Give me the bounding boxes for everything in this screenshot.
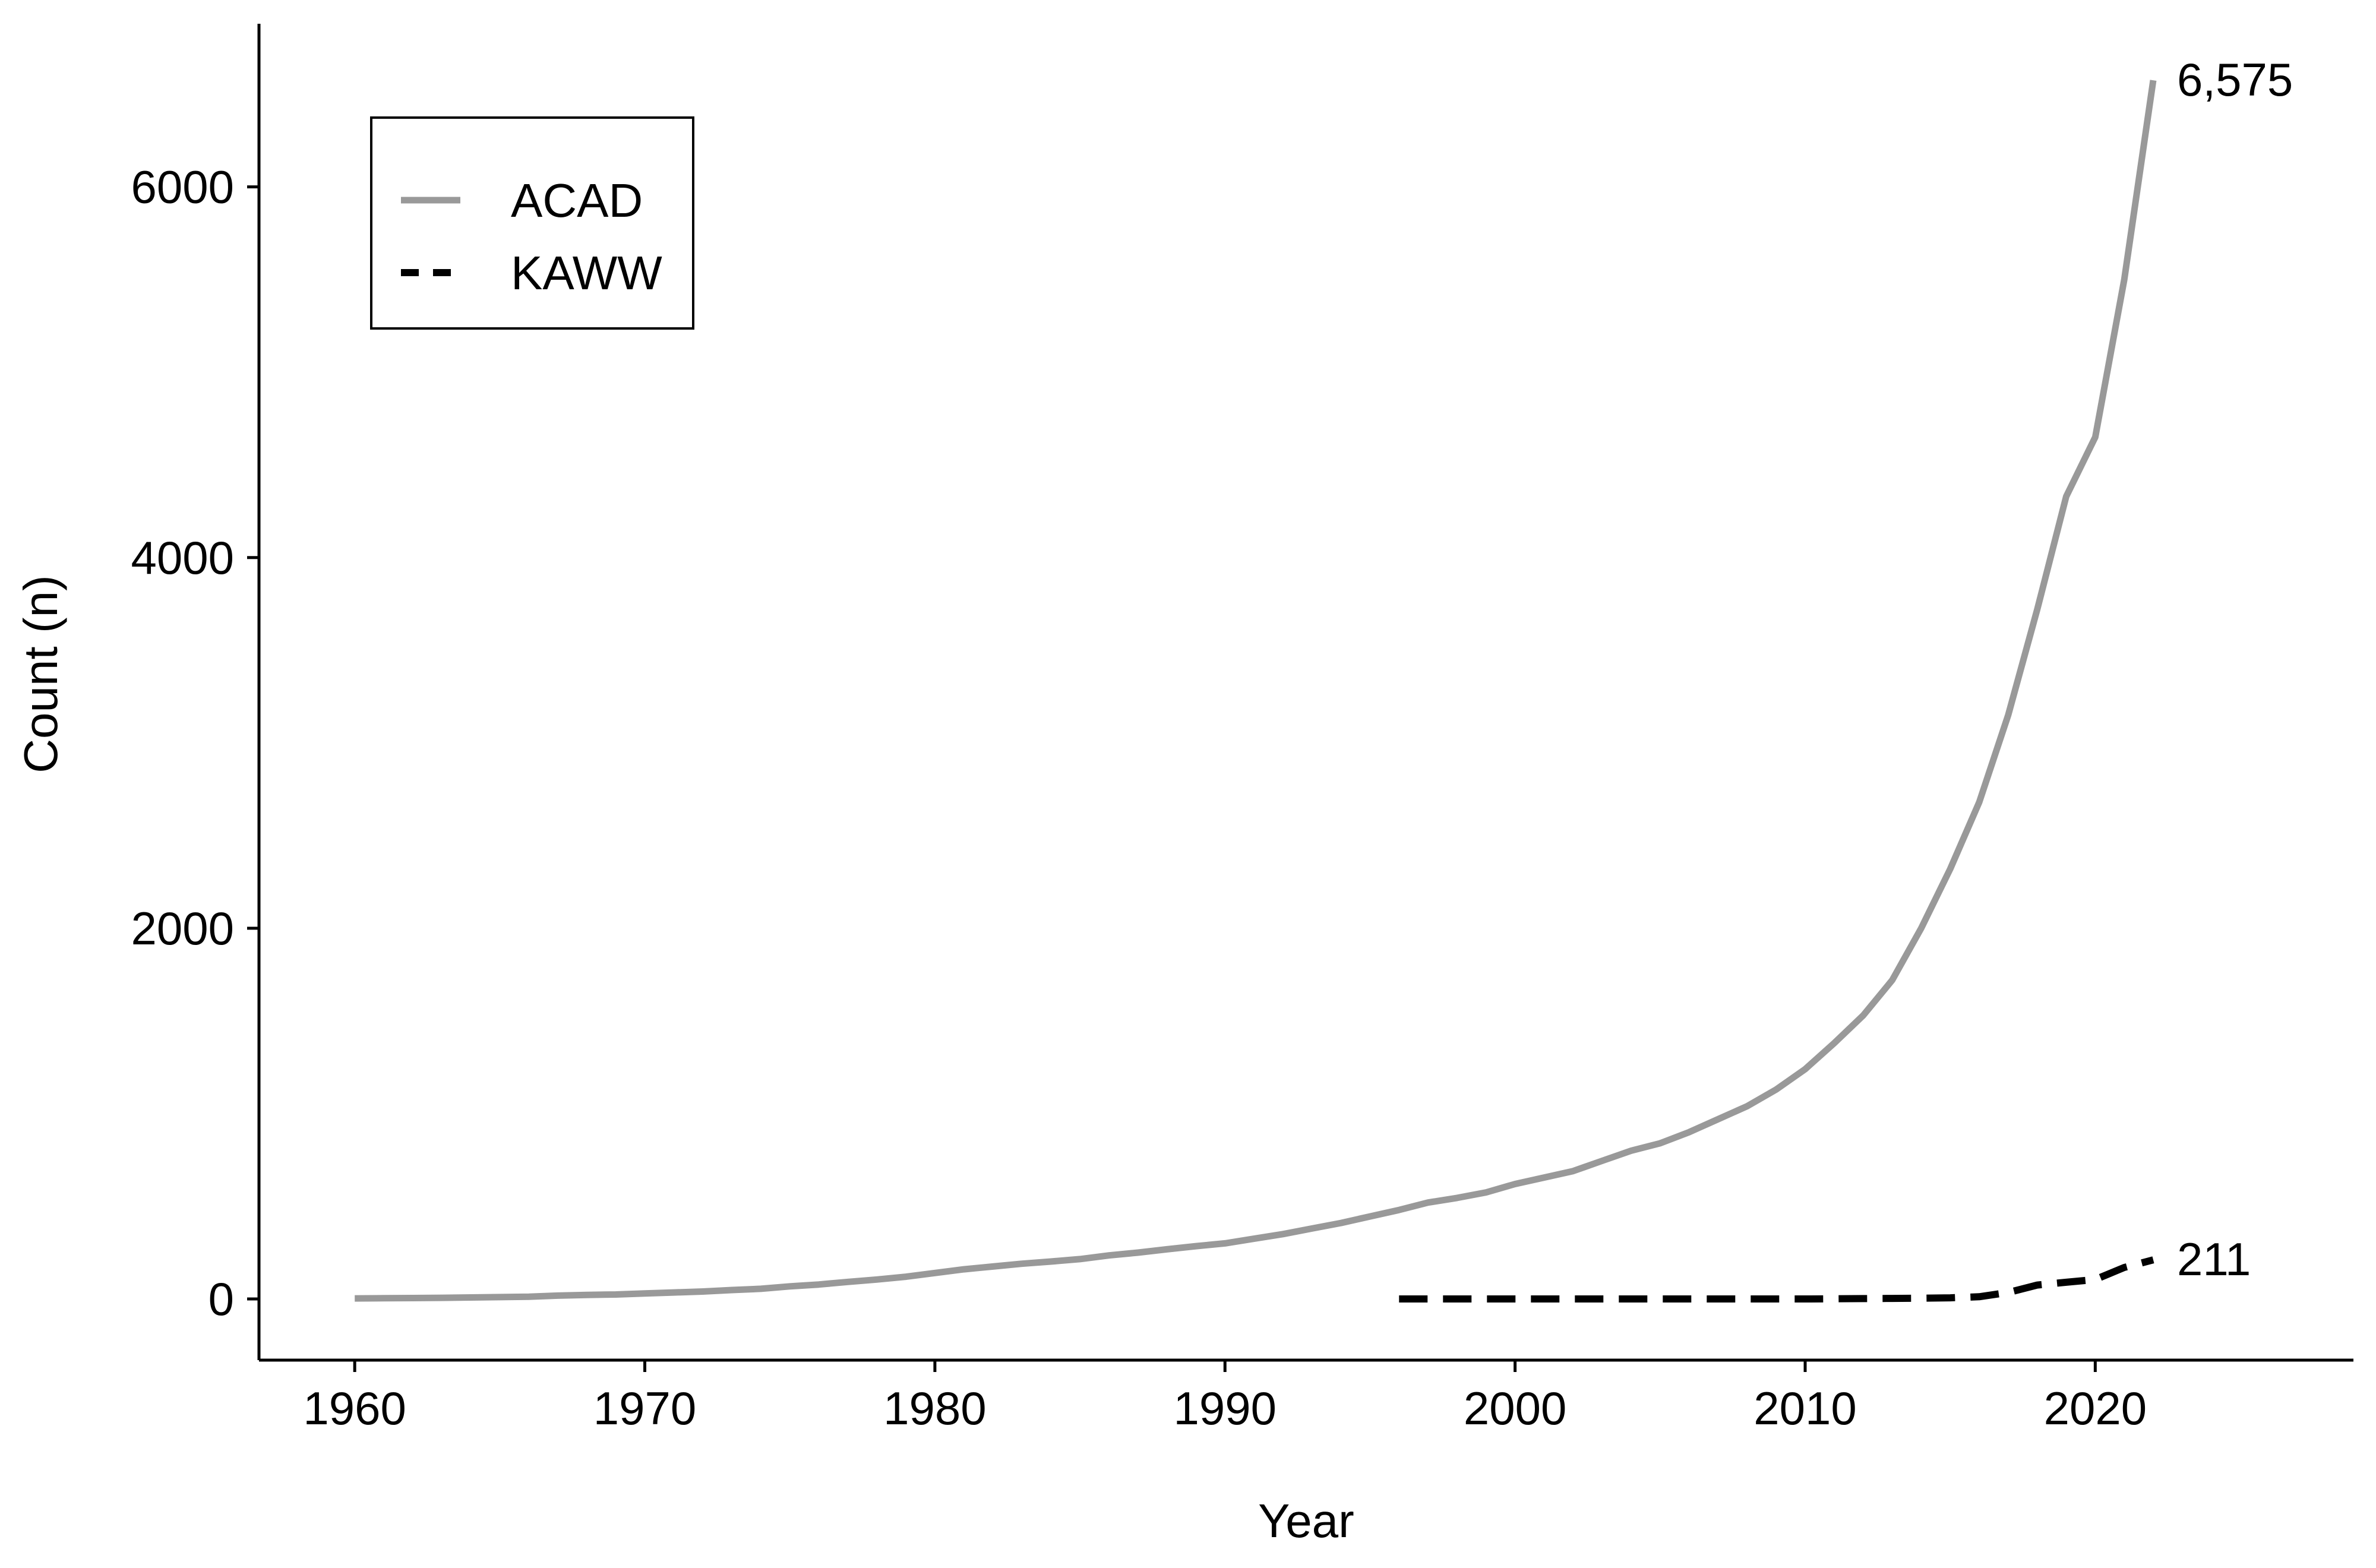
legend-label-acad: ACAD — [511, 174, 643, 227]
x-axis-title: Year — [1258, 1494, 1354, 1547]
labels-layer: 6,575 211 — [2177, 53, 2293, 1285]
x-tick-label: 1970 — [593, 1382, 697, 1434]
y-tick-label: 0 — [208, 1273, 234, 1325]
y-tick-label: 2000 — [131, 902, 234, 954]
end-label-acad: 6,575 — [2177, 53, 2293, 106]
x-tick-label: 1960 — [303, 1382, 406, 1434]
series-line-kaww — [1399, 1256, 2154, 1303]
x-tick-label: 2010 — [1753, 1382, 1857, 1434]
end-label-kaww: 211 — [2177, 1233, 2251, 1285]
x-tick-label: 2000 — [1464, 1382, 1567, 1434]
legend: ACAD KAWW — [370, 116, 694, 330]
x-tick-label: 1990 — [1173, 1382, 1277, 1434]
y-tick-label: 4000 — [131, 532, 234, 584]
series-layer — [355, 80, 2157, 1303]
x-tick-label: 2020 — [2044, 1382, 2147, 1434]
y-axis-title: Count (n) — [14, 575, 67, 773]
series-line-acad — [355, 80, 2157, 1302]
legend-box — [370, 116, 694, 330]
y-tick-label: 6000 — [131, 161, 234, 213]
legend-label-kaww: KAWW — [511, 246, 662, 299]
x-tick-label: 1980 — [883, 1382, 987, 1434]
axes-layer: 1960 1970 1980 1990 2000 2010 2020 0 2000 4000 600… — [14, 24, 2353, 1547]
